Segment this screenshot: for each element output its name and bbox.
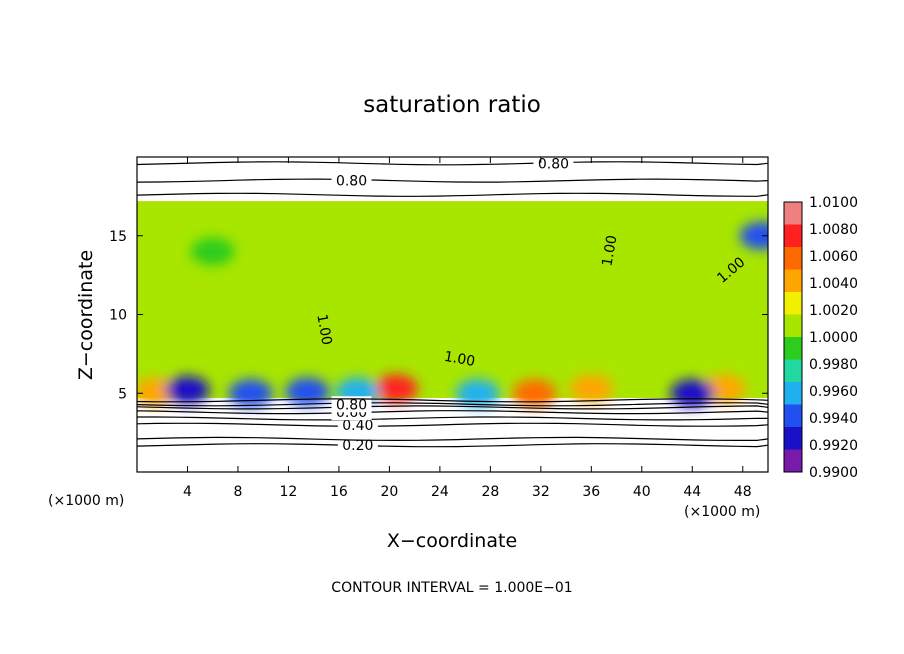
- colorbar: 1.0100 1.0080 1.0060 1.0040 1.0020 1.0000 0.99…: [783, 195, 858, 481]
- x-tick-label: 16: [330, 484, 348, 500]
- contour-line: [137, 402, 768, 407]
- x-tick-label: 8: [233, 484, 242, 500]
- y-axis: 5 10 15: [109, 229, 768, 402]
- contour-line: [137, 405, 768, 410]
- contour-line: [137, 398, 768, 403]
- colorbar-swatch: [784, 359, 802, 383]
- contour-label: 0.80: [336, 397, 367, 413]
- contour-label-bg: [337, 416, 378, 433]
- colorbar-label: 1.0040: [809, 276, 858, 292]
- colorbar-swatch: [784, 269, 802, 293]
- colorbar-label: 0.9900: [809, 465, 858, 481]
- field-blob: [455, 379, 500, 408]
- field-blob: [569, 374, 614, 403]
- contour-lines: 0.200.400.600.800.800.801.001.001.001.00: [137, 156, 768, 454]
- colorbar-label: 1.0020: [809, 303, 858, 319]
- field-blob: [190, 237, 235, 266]
- colorbar-swatch: [784, 292, 802, 315]
- colorbar-label: 0.9980: [809, 357, 858, 373]
- colorbar-frame: [783, 201, 803, 473]
- contour-label-1: 1.00: [313, 313, 334, 346]
- contour-line: [137, 161, 768, 166]
- x-unit-right: (×1000 m): [684, 504, 760, 520]
- y-tick-label: 5: [118, 386, 127, 402]
- x-tick-label: 28: [481, 484, 499, 500]
- colorbar-swatch: [784, 382, 802, 405]
- colorbar-swatch: [784, 449, 802, 473]
- colorbar-swatch: [784, 314, 802, 338]
- field-blob: [228, 379, 273, 408]
- contour-line: [137, 192, 768, 197]
- x-tick-label: 48: [734, 484, 752, 500]
- colorbar-label: 0.9920: [809, 438, 858, 454]
- colorbar-swatch: [784, 202, 802, 225]
- colorbar-swatch: [784, 247, 802, 270]
- contour-line: [137, 436, 768, 442]
- x-tick-label: 36: [582, 484, 600, 500]
- field-blob: [670, 379, 715, 408]
- chart-title: saturation ratio: [363, 92, 541, 118]
- x-axis: 4 8 12 16 20 24 28 32 36 40 44 48: [183, 157, 752, 500]
- contour-line: [137, 416, 768, 421]
- x-tick-label: 44: [683, 484, 701, 500]
- contour-label-1: 1.00: [599, 234, 620, 267]
- contour-label: 0.40: [342, 418, 373, 434]
- y-axis-label: Z−coordinate: [75, 250, 97, 380]
- colorbar-label: 1.0060: [809, 249, 858, 265]
- field-blob: [165, 376, 210, 405]
- saturation-field: [137, 201, 768, 398]
- contour-label: 0.20: [342, 438, 373, 454]
- field-blob: [285, 377, 330, 406]
- y-tick-label: 15: [109, 229, 127, 245]
- contour-label-1: 1.00: [443, 349, 476, 370]
- colorbar-swatch: [784, 404, 802, 428]
- contour-line: [137, 178, 768, 183]
- colorbar-label: 1.0000: [809, 330, 858, 346]
- colorbar-label: 1.0080: [809, 222, 858, 238]
- contour-label: 0.80: [538, 156, 569, 172]
- contour-label-bg: [337, 437, 378, 454]
- contour-line: [137, 422, 768, 427]
- x-tick-label: 4: [183, 484, 192, 500]
- colorbar-swatch: [784, 224, 802, 248]
- plot-area: 0.200.400.600.800.800.801.001.001.001.00: [137, 156, 768, 472]
- x-tick-label: 32: [532, 484, 550, 500]
- x-tick-label: 12: [280, 484, 298, 500]
- contour-interval-note: CONTOUR INTERVAL = 1.000E−01: [331, 580, 572, 596]
- contour-label: 0.80: [336, 174, 367, 190]
- contour-label-bg: [331, 396, 372, 413]
- y-tick-label: 10: [109, 308, 127, 324]
- x-tick-label: 40: [633, 484, 651, 500]
- contour-label-bg: [533, 157, 574, 172]
- x-axis-label: X−coordinate: [387, 530, 517, 552]
- contour-line: [137, 410, 768, 415]
- contour-label-bg: [331, 172, 372, 189]
- colorbar-label: 0.9940: [809, 411, 858, 427]
- field-blob: [373, 374, 418, 403]
- field-base: [137, 201, 768, 398]
- field-blob: [512, 379, 557, 408]
- field-blob: [430, 316, 475, 345]
- x-tick-label: 20: [380, 484, 398, 500]
- colorbar-swatch: [784, 427, 802, 450]
- colorbar-label: 1.0100: [809, 195, 858, 211]
- x-unit-left: (×1000 m): [48, 493, 124, 509]
- field-blob: [739, 221, 768, 250]
- contour-line: [137, 443, 768, 448]
- colorbar-label: 0.9960: [809, 384, 858, 400]
- x-tick-label: 24: [431, 484, 449, 500]
- colorbar-swatch: [784, 337, 802, 360]
